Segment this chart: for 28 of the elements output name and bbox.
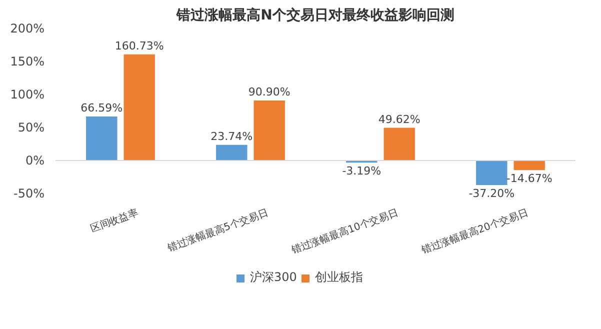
x-tick-label: 错过涨幅最高20个交易日: [418, 206, 530, 257]
y-tick-label: 50%: [18, 120, 44, 134]
data-label: -3.19%: [342, 164, 382, 178]
y-tick-label: 0%: [25, 154, 45, 168]
bar: [86, 116, 118, 160]
bar: [514, 160, 545, 170]
bar: [476, 160, 508, 186]
x-tick-label: 错过涨幅最高10个交易日: [288, 206, 400, 257]
y-tick-label: 100%: [10, 88, 45, 102]
bar: [254, 100, 285, 160]
data-label: 66.59%: [80, 102, 123, 115]
legend-label: 沪深300: [250, 269, 297, 286]
data-label: 23.74%: [210, 130, 253, 143]
legend-label: 创业板指: [314, 269, 363, 286]
bar: [124, 54, 155, 160]
x-tick-label: 区间收益率: [88, 206, 140, 235]
bar: [384, 128, 415, 160]
data-label: -37.20%: [468, 187, 515, 200]
bar: [216, 144, 248, 160]
chart-title: 错过涨幅最高N个交易日对最终收益影响回测: [176, 6, 454, 24]
data-label: 160.73%: [114, 39, 164, 52]
data-label: -14.67%: [506, 172, 552, 186]
x-tick-label: 错过涨幅最高5个交易日: [164, 206, 270, 255]
data-label: 49.62%: [378, 112, 420, 126]
y-tick-label: 200%: [10, 22, 45, 36]
data-label: 90.90%: [248, 86, 290, 99]
y-tick-label: 150%: [10, 54, 45, 68]
y-tick-label: -50%: [14, 186, 45, 200]
